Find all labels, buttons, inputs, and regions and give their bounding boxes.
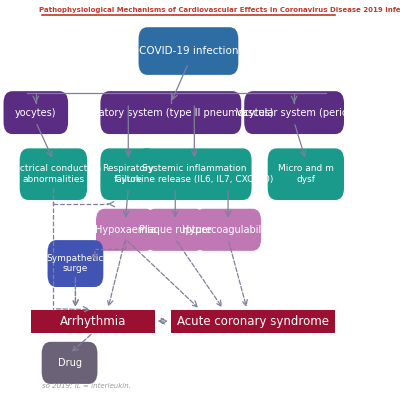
- FancyBboxPatch shape: [4, 91, 68, 134]
- FancyBboxPatch shape: [268, 148, 344, 200]
- Text: Respiratory
failure: Respiratory failure: [102, 164, 154, 184]
- FancyBboxPatch shape: [48, 240, 103, 287]
- Text: Pathophysiological Mechanisms of Cardiovascular Effects in Coronavirus Disease 2: Pathophysiological Mechanisms of Cardiov…: [39, 7, 400, 13]
- Text: so 2019; IL = interleukin.: so 2019; IL = interleukin.: [42, 383, 131, 389]
- Text: Electrical conduction
abnormalities: Electrical conduction abnormalities: [6, 164, 101, 184]
- Text: Arrhythmia: Arrhythmia: [60, 315, 126, 328]
- Text: Systemic inflammation
Cytokine release (IL6, IL7, CXCL10): Systemic inflammation Cytokine release (…: [115, 164, 274, 184]
- Text: Hypercoagulability: Hypercoagulability: [182, 225, 274, 235]
- FancyBboxPatch shape: [244, 91, 344, 134]
- Text: Sympathetic
surge: Sympathetic surge: [47, 254, 104, 273]
- FancyBboxPatch shape: [171, 310, 335, 333]
- FancyBboxPatch shape: [195, 209, 261, 251]
- FancyBboxPatch shape: [137, 148, 252, 200]
- Text: Plaque rupture: Plaque rupture: [139, 225, 212, 235]
- FancyBboxPatch shape: [20, 148, 87, 200]
- Text: yocytes): yocytes): [15, 108, 56, 118]
- FancyBboxPatch shape: [32, 310, 155, 333]
- Text: Respiratory system (type II pneumocytes): Respiratory system (type II pneumocytes): [68, 108, 274, 118]
- FancyBboxPatch shape: [42, 342, 98, 384]
- Text: Vascular system (pericy: Vascular system (pericy: [236, 108, 353, 118]
- FancyBboxPatch shape: [100, 148, 156, 200]
- FancyBboxPatch shape: [96, 209, 155, 251]
- FancyBboxPatch shape: [146, 209, 204, 251]
- Text: Micro and m
dysf: Micro and m dysf: [278, 164, 334, 184]
- Text: Acute coronary syndrome: Acute coronary syndrome: [177, 315, 329, 328]
- Text: Hypoxaemia: Hypoxaemia: [95, 225, 156, 235]
- Text: COVID-19 infection: COVID-19 infection: [139, 46, 238, 56]
- FancyBboxPatch shape: [100, 91, 241, 134]
- FancyBboxPatch shape: [138, 27, 238, 75]
- Text: Drug: Drug: [58, 358, 82, 368]
